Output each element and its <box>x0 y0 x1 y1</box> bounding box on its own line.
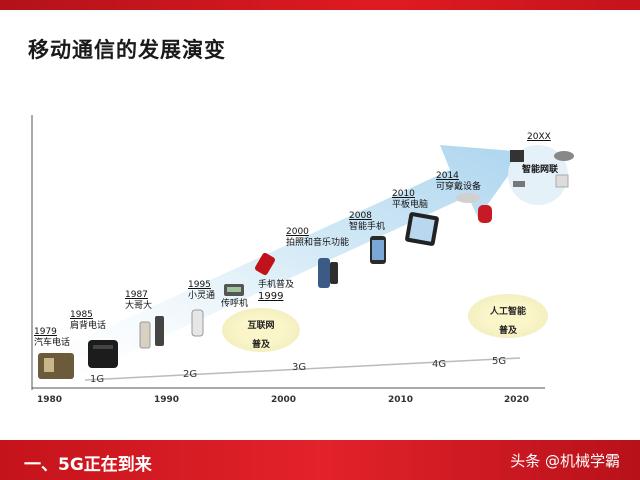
generation-2g: 2G <box>183 369 198 380</box>
music-phone-icon <box>318 258 338 288</box>
axis-year-2000: 2000 <box>271 395 297 405</box>
axis-year-2020: 2020 <box>504 395 530 405</box>
flip-phone-icon <box>255 252 275 276</box>
axis-year-1980: 1980 <box>37 395 63 405</box>
wearable-icon <box>456 193 492 223</box>
milestone-1995: 1995 小灵通 <box>188 280 216 301</box>
milestone-2008: 2008 智能手机 <box>349 211 386 232</box>
milestone-pager: 传呼机 <box>221 299 249 309</box>
phs-phone-icon <box>191 309 204 337</box>
brick-phone-icon <box>139 316 164 349</box>
page-title: 移动通信的发展演变 <box>28 38 226 62</box>
tablet-icon <box>405 212 439 246</box>
section-title: 一、5G正在到来 <box>24 455 152 475</box>
generation-line <box>84 357 521 381</box>
bubble-internet: 互联网 普及 <box>222 308 300 352</box>
axis-year-2010: 2010 <box>388 395 414 405</box>
smartphone-icon <box>370 236 386 264</box>
milestone-1987: 1987 大哥大 <box>125 290 153 311</box>
bubble-ai: 人工智能 普及 <box>468 294 548 338</box>
milestone-1979: 1979 汽车电话 <box>34 327 71 348</box>
source-watermark: 头条 @机械学霸 <box>510 452 620 470</box>
bottom-red-band <box>0 440 640 480</box>
top-red-band <box>0 0 640 10</box>
milestone-2000: 2000 拍照和音乐功能 <box>286 227 350 248</box>
milestone-smart-connected: 智能网联 <box>522 165 559 175</box>
milestone-1985: 1985 肩背电话 <box>70 310 107 331</box>
milestone-1999: 手机普及 1999 <box>258 280 295 302</box>
pager-icon <box>224 284 244 296</box>
backpack-phone-icon <box>88 340 118 368</box>
milestone-20xx: 20XX <box>527 132 551 142</box>
axis-year-1990: 1990 <box>154 395 180 405</box>
generation-5g: 5G <box>492 356 507 367</box>
generation-3g: 3G <box>292 362 307 373</box>
generation-4g: 4G <box>432 359 447 370</box>
milestone-2014: 2014 可穿戴设备 <box>436 171 482 192</box>
generation-1g: 1G <box>90 374 105 385</box>
milestone-2010: 2010 平板电脑 <box>392 189 429 210</box>
timeline-diagram <box>31 115 574 390</box>
smart-connected-devices-icon <box>508 145 574 205</box>
car-phone-icon <box>38 353 74 379</box>
